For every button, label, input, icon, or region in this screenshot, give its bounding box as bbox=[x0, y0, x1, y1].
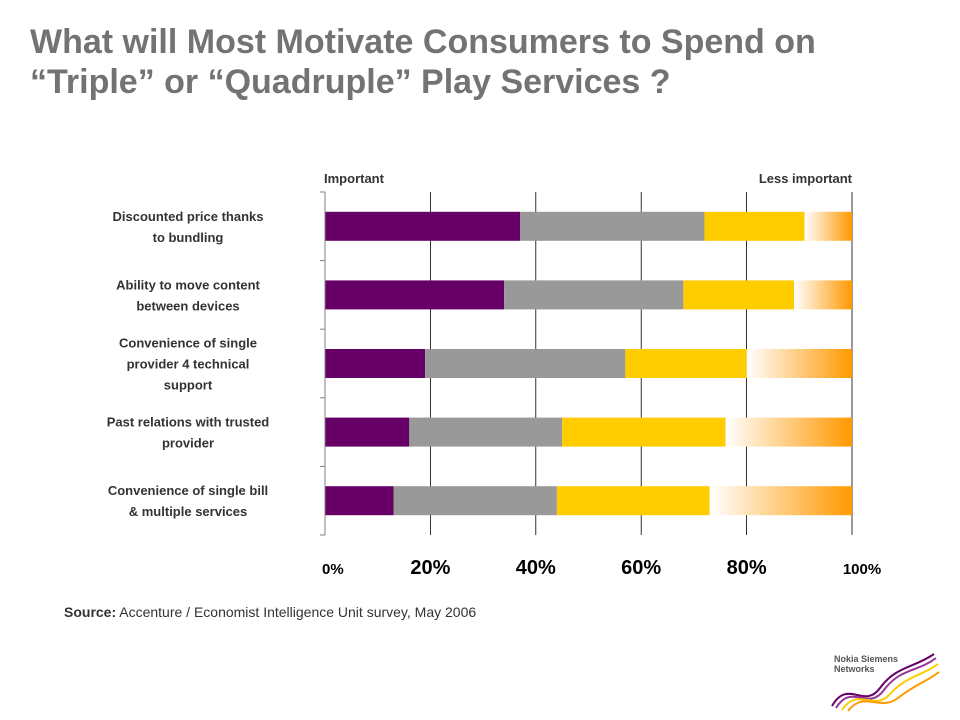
bar-segment bbox=[325, 211, 520, 241]
category-label: Convenience of single bill & multiple ser… bbox=[108, 483, 268, 519]
bar-segment bbox=[562, 417, 726, 447]
category-label-line: Convenience of single bbox=[119, 336, 257, 351]
title-line-2: “Triple” or “Quadruple” Play Services ? bbox=[30, 63, 671, 101]
category-label: Past relations with trusted provider bbox=[107, 415, 270, 451]
bar-segment bbox=[709, 486, 852, 516]
category-label: Ability to move content between devices bbox=[116, 277, 260, 313]
category-label-line: provider bbox=[162, 436, 214, 451]
x-tick-label: 40% bbox=[516, 557, 556, 579]
bar-segment bbox=[325, 486, 394, 516]
category-label: Convenience of single provider 4 technica… bbox=[119, 336, 257, 393]
category-label-line: Discounted price thanks bbox=[113, 209, 264, 224]
category-label-line: support bbox=[164, 378, 213, 393]
bar-segment bbox=[393, 486, 557, 516]
bar-segment bbox=[704, 211, 805, 241]
bar-segment bbox=[425, 349, 626, 378]
x-tick-label: 60% bbox=[621, 557, 661, 579]
category-label-line: between devices bbox=[136, 298, 239, 313]
category-label-line: & multiple services bbox=[129, 504, 248, 519]
category-label-line: to bundling bbox=[153, 230, 224, 245]
category-label-line: Past relations with trusted bbox=[107, 415, 270, 430]
category-label: Discounted price thanks to bundling bbox=[113, 209, 264, 245]
source-label: Source: bbox=[64, 604, 117, 620]
bar-segment bbox=[794, 280, 852, 310]
page-title: What will Most Motivate Consumers to Spe… bbox=[30, 22, 930, 102]
bar-segment bbox=[625, 349, 747, 378]
top-label-less-important: Less important bbox=[759, 171, 853, 186]
bar-segment bbox=[746, 349, 852, 378]
bar-segment bbox=[409, 417, 563, 447]
title-line-1: What will Most Motivate Consumers to Spe… bbox=[30, 23, 816, 61]
nokia-siemens-networks-logo: Nokia Siemens Networks bbox=[831, 653, 940, 712]
category-label-line: Convenience of single bill bbox=[108, 483, 268, 498]
bar-segment bbox=[325, 280, 505, 310]
bar-segment bbox=[504, 280, 684, 310]
bar-segment bbox=[325, 349, 426, 378]
category-label-line: provider 4 technical bbox=[127, 357, 250, 372]
bar-segment bbox=[683, 280, 795, 310]
source-text: Accenture / Economist Intelligence Unit … bbox=[116, 604, 477, 620]
x-tick-label: 80% bbox=[727, 557, 767, 579]
x-tick-label: 100% bbox=[843, 561, 881, 578]
stacked-bar-chart: Discounted price thanks to bundling Abilit… bbox=[107, 171, 881, 579]
svg-text:Nokia Siemens: Nokia Siemens bbox=[834, 654, 898, 664]
bar-segment bbox=[725, 417, 852, 447]
bar-segment bbox=[556, 486, 710, 516]
bar-segment bbox=[519, 211, 705, 241]
bar-segment bbox=[804, 211, 852, 241]
x-tick-label: 20% bbox=[410, 557, 450, 579]
top-label-important: Important bbox=[324, 171, 385, 186]
source-note: Source: Accenture / Economist Intelligen… bbox=[64, 604, 476, 620]
svg-text:Networks: Networks bbox=[834, 664, 875, 674]
x-tick-label: 0% bbox=[322, 561, 344, 578]
category-label-line: Ability to move content bbox=[116, 277, 260, 292]
bar-segment bbox=[325, 417, 410, 447]
